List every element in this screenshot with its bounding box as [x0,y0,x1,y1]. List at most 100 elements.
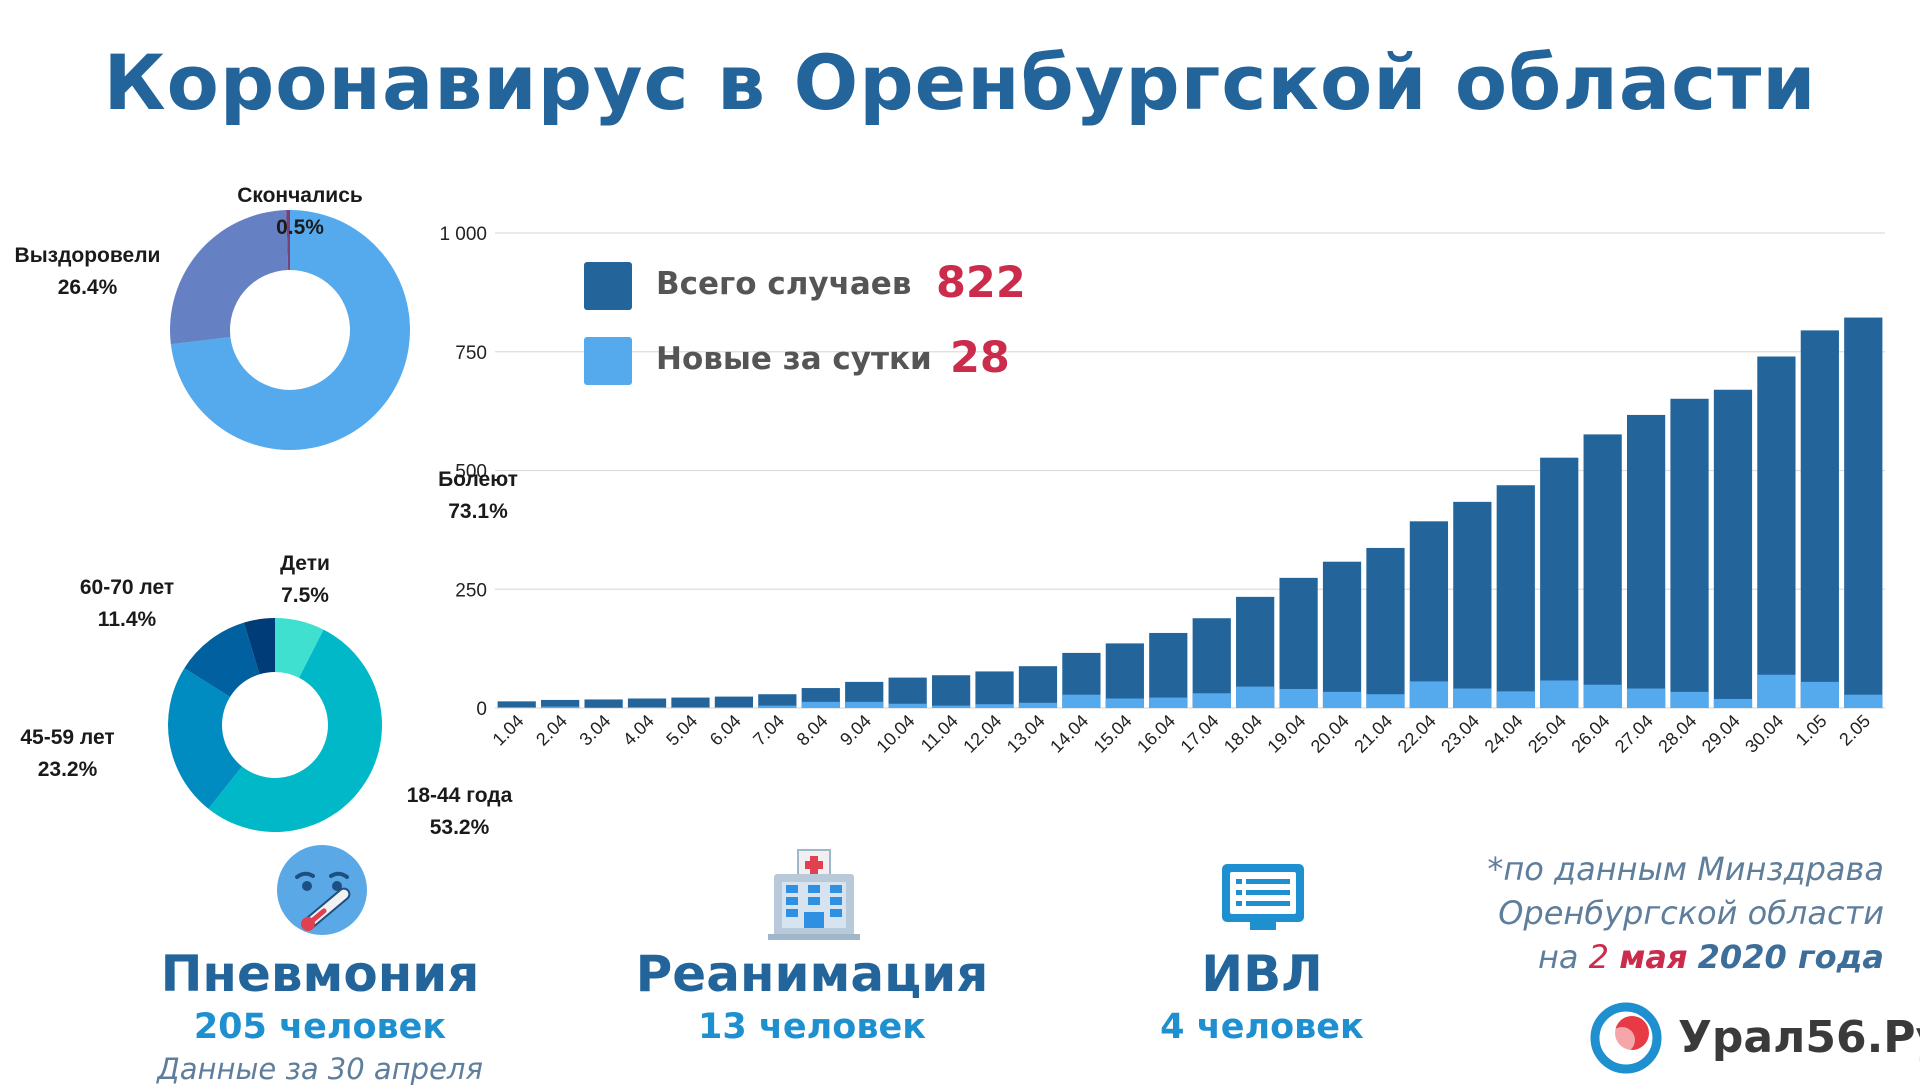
x-tick-label: 15.04 [1090,711,1136,757]
bar-total [1670,399,1708,708]
x-tick-label: 6.04 [706,711,745,750]
label-recovered-pct: 26.4% [0,272,175,304]
bar-new [1844,695,1882,708]
x-tick-label: 16.04 [1133,711,1179,757]
legend-total-swatch [584,262,632,310]
bar-new [889,704,927,708]
bar-new [1323,692,1361,708]
x-tick-label: 10.04 [872,711,918,757]
bar-new [1714,699,1752,708]
label-died-pct: 0.5% [210,212,390,244]
label-45-59: 45-59 лет 23.2% [5,722,130,786]
ventilator-title: ИВЛ [1062,945,1462,1003]
bar-total [1540,458,1578,708]
bar-total [584,699,622,708]
x-tick-label: 1.04 [489,711,528,750]
label-died: Скончались 0.5% [210,180,390,244]
y-tick-label: 250 [455,580,487,601]
ventilator-value: 4 человек [1062,1007,1462,1047]
bar-new [541,707,579,708]
label-recovered: Выздоровели 26.4% [0,240,175,304]
bar-total [671,698,709,708]
source-date-year: 2020 года [1698,938,1884,976]
label-60-70: 60-70 лет 11.4% [62,572,192,636]
page-title: Коронавирус в Оренбургской области [0,38,1920,127]
x-tick-label: 14.04 [1046,711,1092,757]
source-date-prefix: на [1538,938,1589,976]
label-died-name: Скончались [210,180,390,212]
bar-new [1279,689,1317,708]
bar-total [1714,390,1752,708]
x-tick-label: 21.04 [1350,711,1396,757]
y-tick-label: 0 [476,699,487,720]
x-tick-label: 5.04 [662,711,701,750]
x-tick-label: 27.04 [1611,711,1657,757]
bar-total [1801,330,1839,708]
x-tick-label: 24.04 [1481,711,1527,757]
label-sick: Болеют 73.1% [418,464,538,528]
ural56-logo-icon [1590,1002,1662,1074]
bar-new [975,704,1013,708]
x-tick-label: 19.04 [1263,711,1309,757]
bar-total [1279,578,1317,708]
bar-new [1627,689,1665,708]
legend-new-swatch [584,337,632,385]
x-tick-label: 4.04 [619,711,658,750]
y-tick-label: 750 [455,343,487,364]
label-kids: Дети 7.5% [255,548,355,612]
bar-new [628,707,666,708]
legend-new-value: 28 [950,333,1010,383]
bar-new [1670,692,1708,708]
bar-new [1584,685,1622,708]
bar-total [1019,666,1057,708]
x-tick-label: 11.04 [917,711,962,756]
x-tick-label: 26.04 [1567,711,1613,757]
bar-total [932,675,970,708]
source-line-1: *по данным Минздрава [1487,850,1884,888]
bar-total [1757,357,1795,709]
bar-new [1019,703,1057,708]
bar-total [1844,318,1882,708]
bar-total [1497,485,1535,708]
x-tick-label: 30.04 [1741,711,1787,757]
pneumonia-note: Данные за 30 апреля [110,1052,530,1086]
bar-new [932,706,970,708]
bar-total [889,678,927,708]
bar-new [1410,681,1448,708]
source-date-day: 2 [1589,938,1609,976]
x-tick-label: 25.04 [1524,711,1570,757]
monitor-icon [1220,862,1306,938]
x-tick-label: 2.05 [1835,711,1874,750]
icu-value: 13 человек [612,1007,1012,1047]
label-18-44-pct: 53.2% [392,812,527,844]
y-tick-label: 1 000 [439,224,487,245]
bar-new [1106,699,1144,709]
bar-total [498,701,536,708]
bar-new [845,702,883,708]
x-tick-label: 12.04 [959,711,1005,757]
hospital-building-icon [768,848,860,940]
bar-total [628,699,666,709]
age-donut [160,610,390,840]
bar-new [1801,682,1839,708]
bar-new [802,702,840,708]
sick-face-thermometer-icon [275,843,369,937]
brand-name: Урал56.Ру [1678,1012,1920,1063]
label-45-59-name: 45-59 лет [5,722,130,754]
source-line-2: Оренбургской области [1498,894,1884,932]
bar-new [1193,693,1231,708]
bar-new [1540,680,1578,708]
label-sick-pct: 73.1% [418,496,538,528]
bar-new [671,707,709,708]
label-kids-pct: 7.5% [255,580,355,612]
bar-new [1236,687,1274,708]
legend-total-label: Всего случаев [656,266,911,302]
icu-title: Реанимация [612,945,1012,1003]
bar-new [715,707,753,708]
legend-total-value: 822 [936,258,1026,308]
bar-new [1757,675,1795,708]
label-kids-name: Дети [255,548,355,580]
bar-total [1366,548,1404,708]
bar-new [1366,694,1404,708]
